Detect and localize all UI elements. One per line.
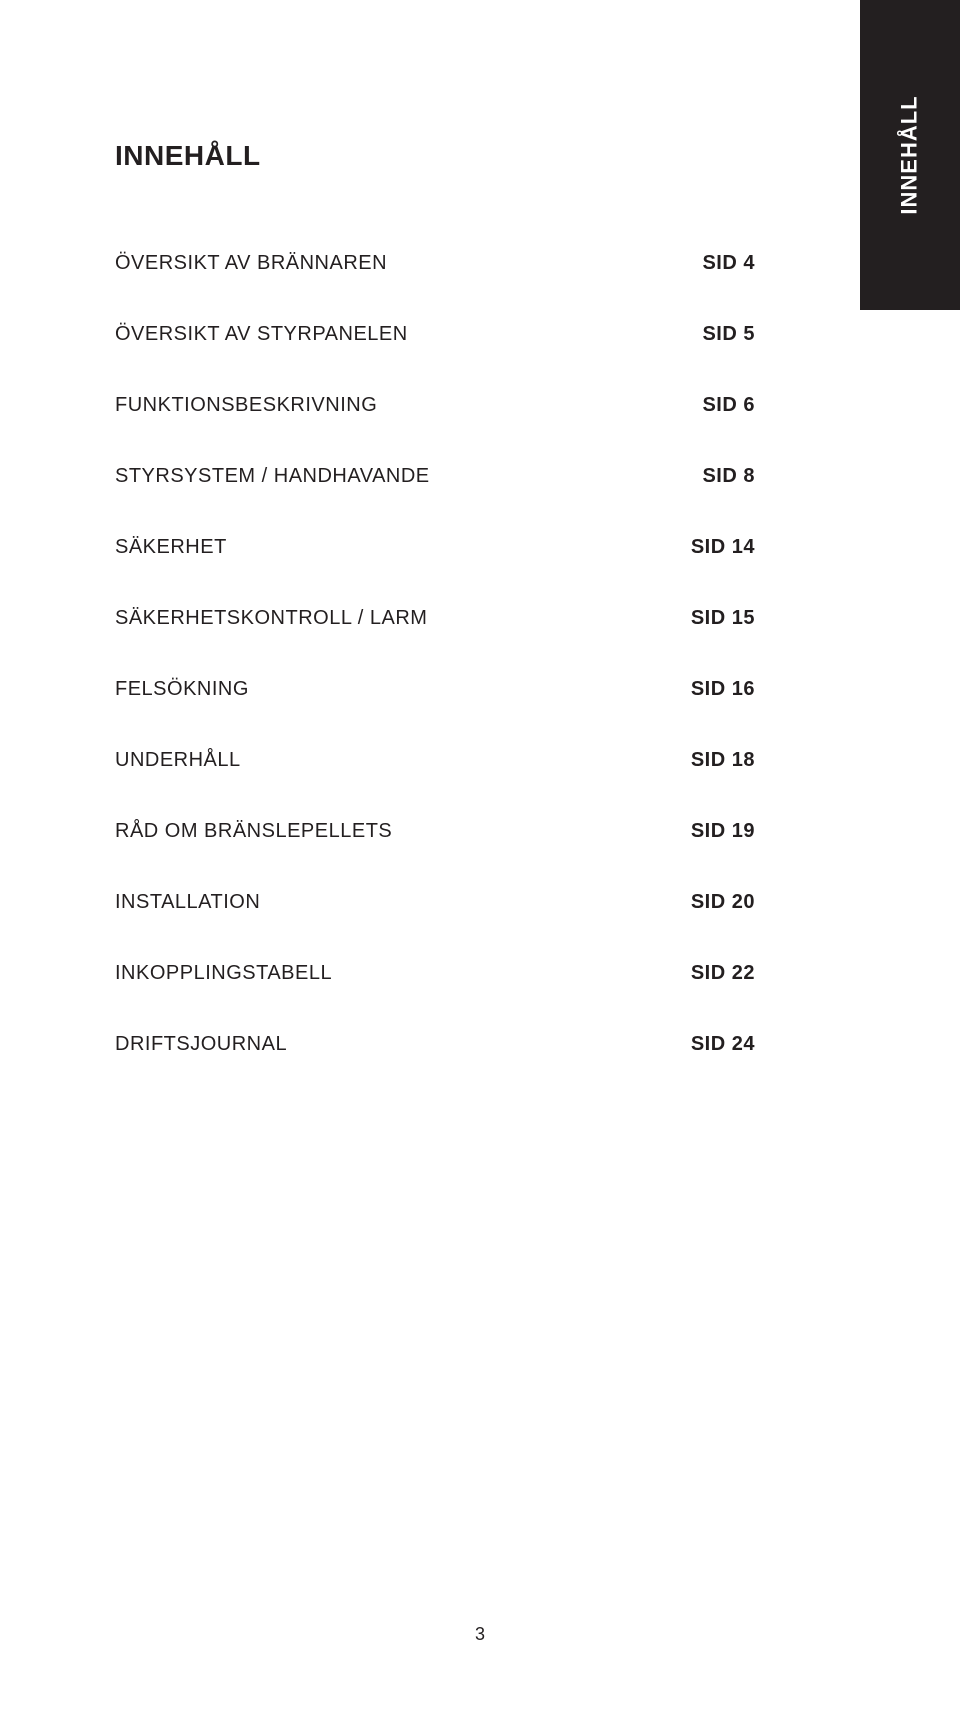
toc-label: ÖVERSIKT AV BRÄNNAREN [115, 252, 387, 275]
toc-row: INKOPPLINGSTABELL SID 22 [115, 962, 755, 985]
toc-row: RÅD OM BRÄNSLEPELLETS SID 19 [115, 820, 755, 843]
toc-page: SID 19 [665, 820, 755, 843]
toc-row: UNDERHÅLL SID 18 [115, 749, 755, 772]
toc-label: UNDERHÅLL [115, 749, 241, 772]
toc-label: RÅD OM BRÄNSLEPELLETS [115, 820, 392, 843]
toc-page: SID 14 [665, 536, 755, 559]
page: INNEHÅLL INNEHÅLL ÖVERSIKT AV BRÄNNAREN … [0, 0, 960, 1730]
toc-row: FUNKTIONSBESKRIVNING SID 6 [115, 394, 755, 417]
toc-page: SID 4 [665, 252, 755, 275]
toc-row: ÖVERSIKT AV BRÄNNAREN SID 4 [115, 252, 755, 275]
toc-page: SID 15 [665, 607, 755, 630]
toc-label: INKOPPLINGSTABELL [115, 962, 332, 985]
toc-label: SÄKERHETSKONTROLL / LARM [115, 607, 427, 630]
page-number: 3 [0, 1624, 960, 1645]
toc-label: ÖVERSIKT AV STYRPANELEN [115, 323, 408, 346]
toc-page: SID 5 [665, 323, 755, 346]
toc-label: INSTALLATION [115, 891, 260, 914]
toc-page: SID 18 [665, 749, 755, 772]
content-area: INNEHÅLL ÖVERSIKT AV BRÄNNAREN SID 4 ÖVE… [115, 140, 755, 1104]
table-of-contents: ÖVERSIKT AV BRÄNNAREN SID 4 ÖVERSIKT AV … [115, 252, 755, 1056]
toc-row: FELSÖKNING SID 16 [115, 678, 755, 701]
side-tab: INNEHÅLL [860, 0, 960, 310]
toc-label: SÄKERHET [115, 536, 227, 559]
toc-page: SID 24 [665, 1033, 755, 1056]
toc-page: SID 22 [665, 962, 755, 985]
toc-row: INSTALLATION SID 20 [115, 891, 755, 914]
toc-row: STYRSYSTEM / HANDHAVANDE SID 8 [115, 465, 755, 488]
toc-page: SID 20 [665, 891, 755, 914]
toc-label: DRIFTSJOURNAL [115, 1033, 287, 1056]
toc-label: FELSÖKNING [115, 678, 249, 701]
toc-page: SID 16 [665, 678, 755, 701]
toc-row: ÖVERSIKT AV STYRPANELEN SID 5 [115, 323, 755, 346]
page-title: INNEHÅLL [115, 140, 755, 172]
toc-label: FUNKTIONSBESKRIVNING [115, 394, 377, 417]
toc-row: DRIFTSJOURNAL SID 24 [115, 1033, 755, 1056]
side-tab-label: INNEHÅLL [897, 95, 923, 214]
toc-page: SID 6 [665, 394, 755, 417]
toc-row: SÄKERHET SID 14 [115, 536, 755, 559]
toc-page: SID 8 [665, 465, 755, 488]
toc-label: STYRSYSTEM / HANDHAVANDE [115, 465, 430, 488]
toc-row: SÄKERHETSKONTROLL / LARM SID 15 [115, 607, 755, 630]
